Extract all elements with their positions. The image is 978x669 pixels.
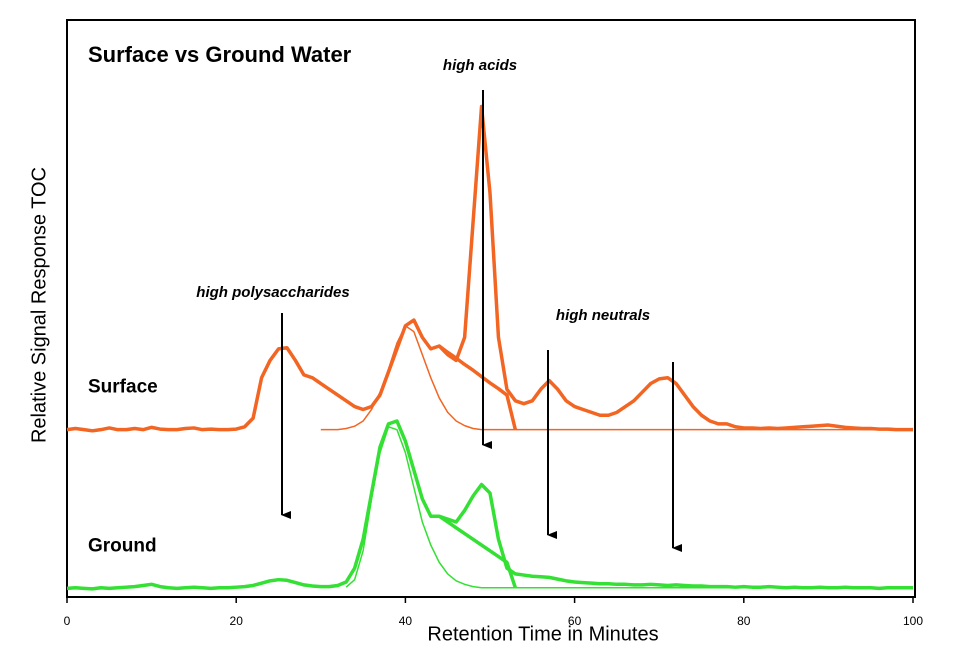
y-axis-label: Relative Signal Response TOC [28, 167, 50, 443]
series-line [438, 344, 518, 431]
x-tick-label: 40 [399, 614, 413, 628]
arrows [281, 90, 682, 552]
series-line [66, 104, 913, 433]
series-line [320, 325, 913, 431]
series-label: Surface [88, 377, 158, 398]
x-tick-label: 20 [230, 614, 244, 628]
series-label: Ground [88, 535, 157, 556]
x-tick-label: 60 [568, 614, 582, 628]
plot-frame [66, 19, 916, 598]
annotation: high acids [443, 57, 517, 74]
x-tick-label: 0 [64, 614, 71, 628]
x-tick-label: 100 [903, 614, 923, 628]
x-tick-label: 80 [737, 614, 751, 628]
series-line [66, 419, 913, 591]
annotation: high polysaccharides [196, 284, 349, 301]
series-line [345, 426, 913, 589]
series-line [438, 514, 518, 589]
annotation: high neutrals [556, 307, 650, 324]
x-axis-label: Retention Time in Minutes [427, 623, 658, 645]
chart-title: Surface vs Ground Water [88, 42, 352, 67]
plot-area [66, 104, 913, 591]
